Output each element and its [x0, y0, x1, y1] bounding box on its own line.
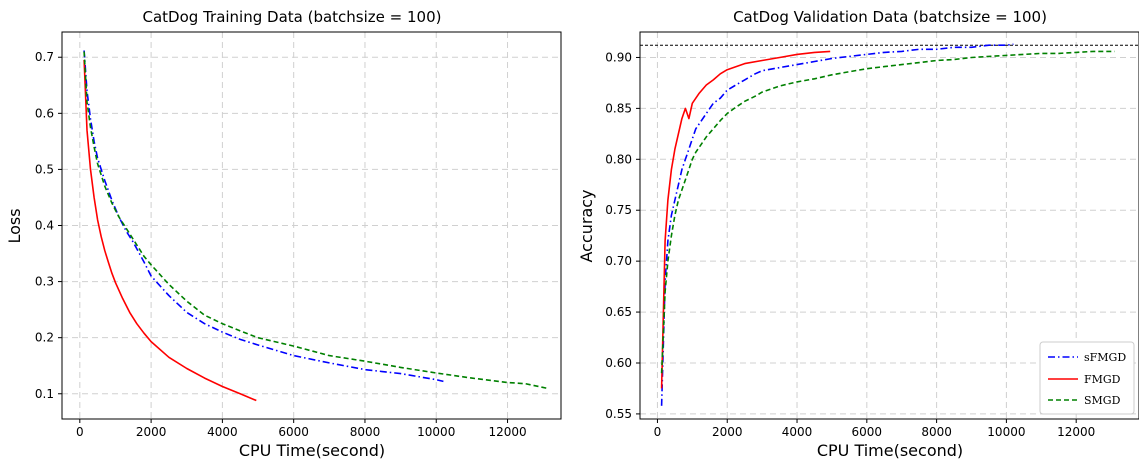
- validation-x-axis-label: CPU Time(second): [817, 441, 963, 460]
- validation-x-tick-label: 8000: [921, 425, 952, 439]
- validation-y-tick-label: 0.80: [605, 152, 632, 166]
- validation-y-tick-label: 0.75: [605, 203, 632, 217]
- training-y-tick-label: 0.1: [35, 387, 54, 401]
- training-x-tick-label: 0: [76, 425, 84, 439]
- validation-x-tick-label: 6000: [852, 425, 883, 439]
- validation-y-tick-label: 0.55: [605, 407, 632, 421]
- training-x-tick-label: 10000: [417, 425, 455, 439]
- training-grid: [62, 32, 561, 419]
- training-y-tick-label: 0.7: [35, 50, 54, 64]
- training-x-tick-label: 12000: [488, 425, 526, 439]
- legend-entry-fmgd: FMGD: [1048, 373, 1121, 386]
- training-y-tick-label: 0.6: [35, 106, 54, 120]
- validation-chart-title: CatDog Validation Data (batchsize = 100): [733, 8, 1047, 26]
- validation-y-tick-label: 0.85: [605, 101, 632, 115]
- training-ticks: 0 2000 4000 6000 8000 10000 12000 0.1 0.2 0.3 0.4 0…: [35, 50, 527, 439]
- training-x-tick-label: 4000: [207, 425, 238, 439]
- validation-series-sfmgd-line: [660, 43, 1014, 406]
- validation-accuracy-panel: CatDog Validation Data (batchsize = 100)…: [577, 8, 1139, 460]
- validation-ticks: 0 2000 4000 6000 8000 10000 12000 0.55 0.60 0.65 0…: [605, 50, 1095, 439]
- validation-x-tick-label: 12000: [1057, 425, 1095, 439]
- training-y-tick-label: 0.3: [35, 275, 54, 289]
- training-y-tick-label: 0.2: [35, 331, 54, 345]
- validation-series-fmgd-line: [660, 50, 831, 389]
- legend-label-fmgd: FMGD: [1084, 373, 1121, 386]
- validation-axes-frame: [639, 31, 1139, 420]
- training-y-tick-label: 0.5: [35, 162, 54, 176]
- validation-y-tick-label: 0.65: [605, 305, 632, 319]
- legend-entry-sfmgd: sFMGD: [1048, 351, 1126, 364]
- legend-label-sfmgd: sFMGD: [1084, 351, 1126, 364]
- training-chart-title: CatDog Training Data (batchsize = 100): [143, 8, 442, 26]
- validation-x-tick-label: 10000: [987, 425, 1025, 439]
- legend: sFMGD FMGD SMGD: [1039, 341, 1135, 415]
- validation-series-group: [640, 43, 1139, 406]
- training-x-tick-label: 2000: [136, 425, 167, 439]
- training-series-group: [83, 50, 547, 402]
- training-x-axis-label: CPU Time(second): [239, 441, 385, 460]
- training-y-axis-label: Loss: [5, 208, 24, 243]
- validation-grid: [640, 32, 1139, 419]
- legend-label-smgd: SMGD: [1084, 394, 1121, 407]
- training-series-smgd-line: [83, 51, 547, 389]
- validation-y-axis-label: Accuracy: [577, 189, 596, 262]
- training-series-sfmgd-line: [83, 50, 444, 383]
- training-x-tick-label: 6000: [278, 425, 309, 439]
- validation-x-tick-label: 4000: [782, 425, 813, 439]
- validation-y-tick-label: 0.60: [605, 356, 632, 370]
- validation-x-tick-label: 2000: [712, 425, 743, 439]
- training-series-fmgd-line: [83, 59, 257, 402]
- training-x-tick-label: 8000: [350, 425, 381, 439]
- validation-y-tick-label: 0.90: [605, 50, 632, 64]
- validation-y-tick-label: 0.70: [605, 254, 632, 268]
- training-y-tick-label: 0.4: [35, 219, 54, 233]
- validation-series-smgd-line: [660, 50, 1115, 374]
- validation-x-tick-label: 0: [654, 425, 662, 439]
- legend-entry-smgd: SMGD: [1048, 394, 1121, 407]
- legend-box: [1039, 341, 1135, 415]
- training-loss-panel: CatDog Training Data (batchsize = 100) 0…: [5, 8, 562, 460]
